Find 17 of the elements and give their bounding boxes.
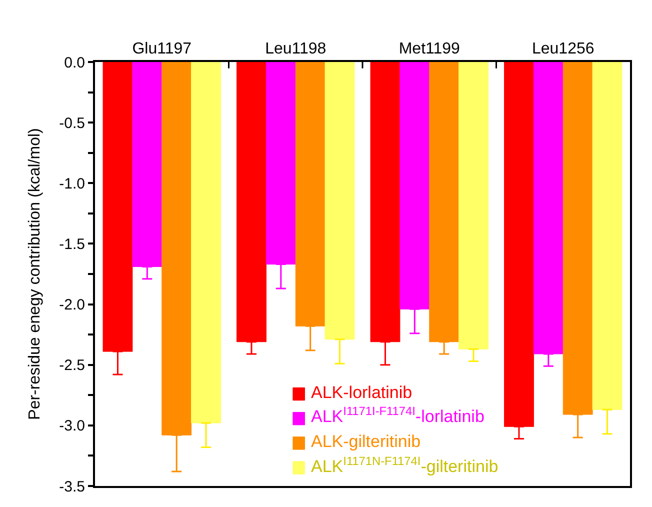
y-tick-label: -0.5 xyxy=(59,114,85,132)
y-axis-title: Per-residue enegy contribution (kcal/mol) xyxy=(26,128,44,420)
x-tick-label: Leu1256 xyxy=(532,40,594,58)
y-tick-label: -1.0 xyxy=(59,175,85,192)
y-tick-label: -3.5 xyxy=(59,478,85,496)
y-tick-label: -2.5 xyxy=(59,357,85,374)
x-tick-label: Leu1198 xyxy=(265,40,326,58)
legend-label: ALK-lorlatinib xyxy=(311,383,412,402)
y-tick-label: -2.0 xyxy=(59,296,85,314)
legend-label: ALK$^{I1171N-F1174I}$-gilteritinib xyxy=(311,454,498,476)
legend-label: ALK-gilteritinib xyxy=(311,432,421,451)
y-tick-label: -1.5 xyxy=(59,236,85,253)
legend-label: ALK$^{I1171I-F1174I}$-lorlatinib xyxy=(311,404,484,426)
x-tick-label: Met1199 xyxy=(398,40,460,58)
y-tick-label: -3.0 xyxy=(59,418,85,435)
x-tick-label: Glu1197 xyxy=(132,40,192,58)
y-tick-label: 0.0 xyxy=(64,54,85,72)
